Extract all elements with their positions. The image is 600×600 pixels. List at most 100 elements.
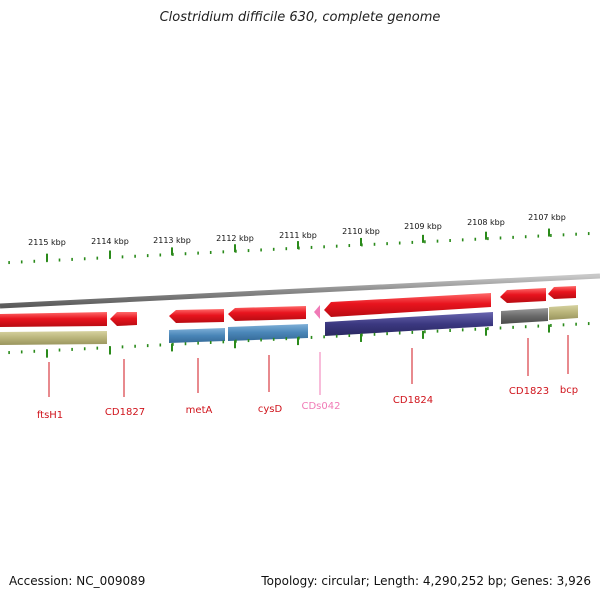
- gene-CDs042-arrow[interactable]: [314, 305, 320, 319]
- major-tick: [46, 349, 48, 358]
- minor-tick: [424, 330, 426, 334]
- minor-tick: [8, 261, 10, 265]
- cds-CD1823[interactable]: [501, 308, 548, 324]
- gene-label-CD1823[interactable]: CD1823: [509, 386, 549, 397]
- minor-tick: [348, 334, 351, 338]
- minor-tick: [424, 240, 426, 244]
- cds-ftsH1[interactable]: [0, 331, 107, 345]
- minor-tick: [550, 233, 552, 237]
- gene-label-bcp[interactable]: bcp: [560, 385, 578, 396]
- minor-tick: [499, 326, 502, 330]
- gene-cysD-arrow[interactable]: [228, 306, 306, 321]
- gene-labels: ftsH1 CD1827 metA cysD CDs042 CD1824 CD1823 bcp: [37, 335, 578, 421]
- scale-tick-label: 2107 kbp: [528, 213, 566, 222]
- minor-tick: [197, 341, 199, 345]
- minor-tick: [474, 237, 477, 241]
- gene-metA-arrow[interactable]: [169, 309, 224, 323]
- minor-tick: [8, 351, 10, 355]
- minor-tick: [285, 337, 288, 341]
- gene-label-CD1824[interactable]: CD1824: [393, 395, 433, 406]
- major-tick: [297, 337, 299, 346]
- minor-tick: [373, 242, 376, 246]
- major-tick: [360, 237, 362, 246]
- scale-tick-label: 2112 kbp: [216, 234, 254, 243]
- major-tick: [360, 333, 362, 342]
- minor-tick: [20, 260, 23, 264]
- major-tick: [46, 253, 48, 262]
- minor-tick: [146, 254, 149, 258]
- scale-tick-label: 2109 kbp: [404, 222, 442, 231]
- minor-tick: [550, 323, 552, 327]
- minor-tick: [247, 339, 250, 343]
- minor-tick: [499, 236, 502, 240]
- minor-tick: [310, 335, 313, 339]
- minor-tick: [20, 350, 23, 354]
- gene-ftsH1-arrow[interactable]: [0, 312, 107, 327]
- scale-tick-label: 2114 kbp: [91, 237, 129, 246]
- gene-CD1827-arrow[interactable]: [110, 312, 137, 326]
- minor-tick: [524, 235, 527, 239]
- cds-CD1824[interactable]: [325, 312, 493, 336]
- minor-tick: [436, 239, 439, 243]
- major-tick: [171, 343, 173, 352]
- cds-bcp[interactable]: [549, 305, 578, 320]
- minor-tick: [134, 254, 136, 258]
- minor-tick: [562, 323, 565, 327]
- minor-tick: [184, 342, 187, 346]
- minor-tick: [449, 329, 451, 332]
- minor-tick: [537, 324, 540, 328]
- major-tick: [422, 234, 424, 243]
- minor-tick: [335, 334, 338, 338]
- gene-label-metA[interactable]: metA: [186, 405, 213, 416]
- major-tick: [171, 247, 173, 256]
- minor-tick: [33, 259, 36, 263]
- gene-label-CDs042[interactable]: CDs042: [302, 401, 341, 412]
- minor-tick: [487, 327, 489, 331]
- minor-tick: [146, 344, 149, 348]
- minor-tick: [285, 247, 288, 251]
- major-tick: [109, 346, 111, 355]
- gene-label-ftsH1[interactable]: ftsH1: [37, 410, 63, 421]
- minor-tick: [58, 258, 61, 262]
- minor-tick: [348, 244, 351, 248]
- minor-tick: [71, 257, 73, 261]
- minor-tick: [222, 340, 225, 344]
- major-tick: [234, 340, 236, 349]
- minor-tick: [386, 332, 388, 336]
- minor-tick: [260, 248, 262, 252]
- minor-tick: [83, 347, 86, 351]
- minor-tick: [159, 343, 162, 347]
- cds-cysD[interactable]: [228, 324, 308, 341]
- minor-tick: [121, 345, 124, 349]
- major-tick: [548, 228, 550, 237]
- minor-tick: [121, 255, 124, 259]
- minor-tick: [335, 244, 338, 248]
- minor-tick: [436, 329, 439, 333]
- lower-scale-ticks: [8, 322, 590, 358]
- minor-tick: [272, 247, 275, 251]
- scale-labels: 2115 kbp 2114 kbp 2113 kbp 2112 kbp 2111 kbp…: [28, 213, 566, 247]
- minor-tick: [474, 327, 477, 331]
- minor-tick: [96, 346, 99, 350]
- minor-tick: [461, 328, 464, 332]
- gene-label-CD1827[interactable]: CD1827: [105, 407, 145, 418]
- minor-tick: [575, 232, 577, 236]
- gene-CD1824-arrow[interactable]: [324, 293, 491, 317]
- gene-bcp-arrow[interactable]: [548, 286, 576, 299]
- minor-tick: [310, 245, 313, 249]
- major-tick: [548, 324, 550, 333]
- scale-tick-label: 2108 kbp: [467, 218, 505, 227]
- minor-tick: [58, 348, 61, 352]
- minor-tick: [159, 253, 162, 257]
- minor-tick: [537, 234, 540, 238]
- gene-label-cysD[interactable]: cysD: [258, 404, 283, 415]
- cds-metA[interactable]: [169, 328, 225, 343]
- minor-tick: [96, 256, 99, 260]
- minor-tick: [575, 322, 577, 326]
- accession-text: Accession: NC_009089: [9, 574, 146, 588]
- minor-tick: [33, 349, 36, 353]
- scale-tick-label: 2113 kbp: [153, 236, 191, 245]
- major-tick: [297, 241, 299, 250]
- gene-CD1823-arrow[interactable]: [500, 288, 546, 303]
